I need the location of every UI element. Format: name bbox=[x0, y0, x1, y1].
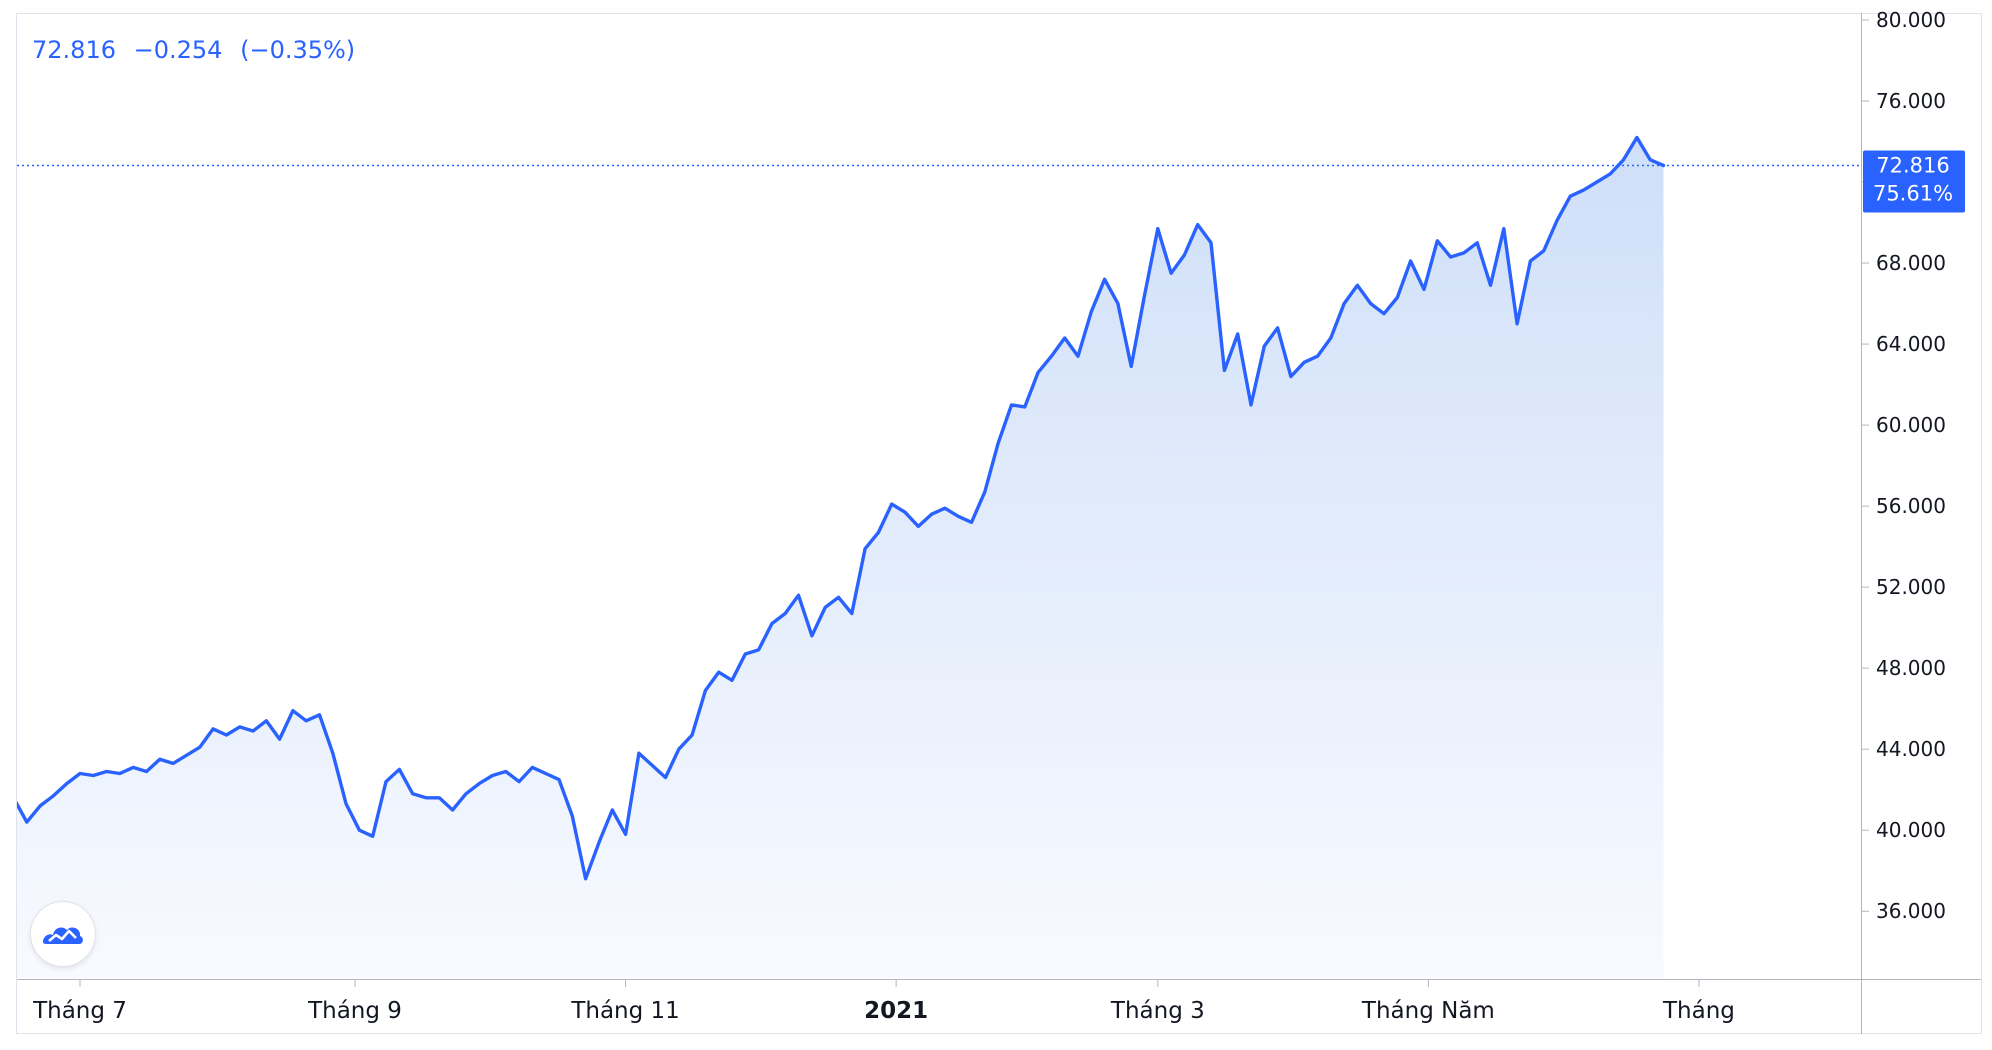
y-axis-tick-label: 64.000 bbox=[1876, 332, 1946, 356]
last-price-badge: 72.816 75.61% bbox=[1863, 150, 1965, 213]
x-axis-tick-label: Tháng 7 bbox=[32, 998, 127, 1024]
area-fill bbox=[17, 137, 1664, 978]
last-price-value: 72.816 bbox=[1876, 154, 1949, 178]
y-axis-tick-label: 52.000 bbox=[1876, 575, 1946, 599]
x-axis-tick-label: 2021 bbox=[864, 998, 928, 1024]
price-line bbox=[17, 135, 1666, 881]
legend-change: −0.254 bbox=[133, 36, 223, 64]
legend-last-value: 72.816 bbox=[32, 36, 116, 64]
y-axis-tick-label: 68.000 bbox=[1876, 251, 1946, 275]
last-price-percent: 75.61% bbox=[1873, 182, 1953, 206]
y-axis-tick-label: 48.000 bbox=[1876, 656, 1946, 680]
logo-mark bbox=[43, 927, 83, 944]
y-axis-tick-label: 56.000 bbox=[1876, 494, 1946, 518]
tradingview-logo-icon[interactable] bbox=[31, 902, 95, 966]
y-axis-tick-label: 44.000 bbox=[1876, 737, 1946, 761]
x-axis-tick-label: Tháng Năm bbox=[1361, 998, 1495, 1024]
x-axis-tick-label: Tháng 9 bbox=[307, 998, 402, 1024]
y-axis-tick-label: 80.000 bbox=[1876, 8, 1946, 32]
y-axis-tick-label: 76.000 bbox=[1876, 89, 1946, 113]
price-legend: 72.816 −0.254 (−0.35%) bbox=[32, 36, 365, 64]
y-axis-tick-label: 60.000 bbox=[1876, 413, 1946, 437]
y-axis-tick-label: 40.000 bbox=[1876, 818, 1946, 842]
legend-change-percent: (−0.35%) bbox=[240, 36, 356, 64]
x-axis-tick-label: Tháng 11 bbox=[570, 998, 679, 1024]
chart-border bbox=[16, 13, 1982, 1034]
x-axis-tick-label: Tháng bbox=[1662, 998, 1735, 1024]
x-axis-tick-label: Tháng 3 bbox=[1110, 998, 1205, 1024]
y-axis-tick-label: 36.000 bbox=[1876, 899, 1946, 923]
